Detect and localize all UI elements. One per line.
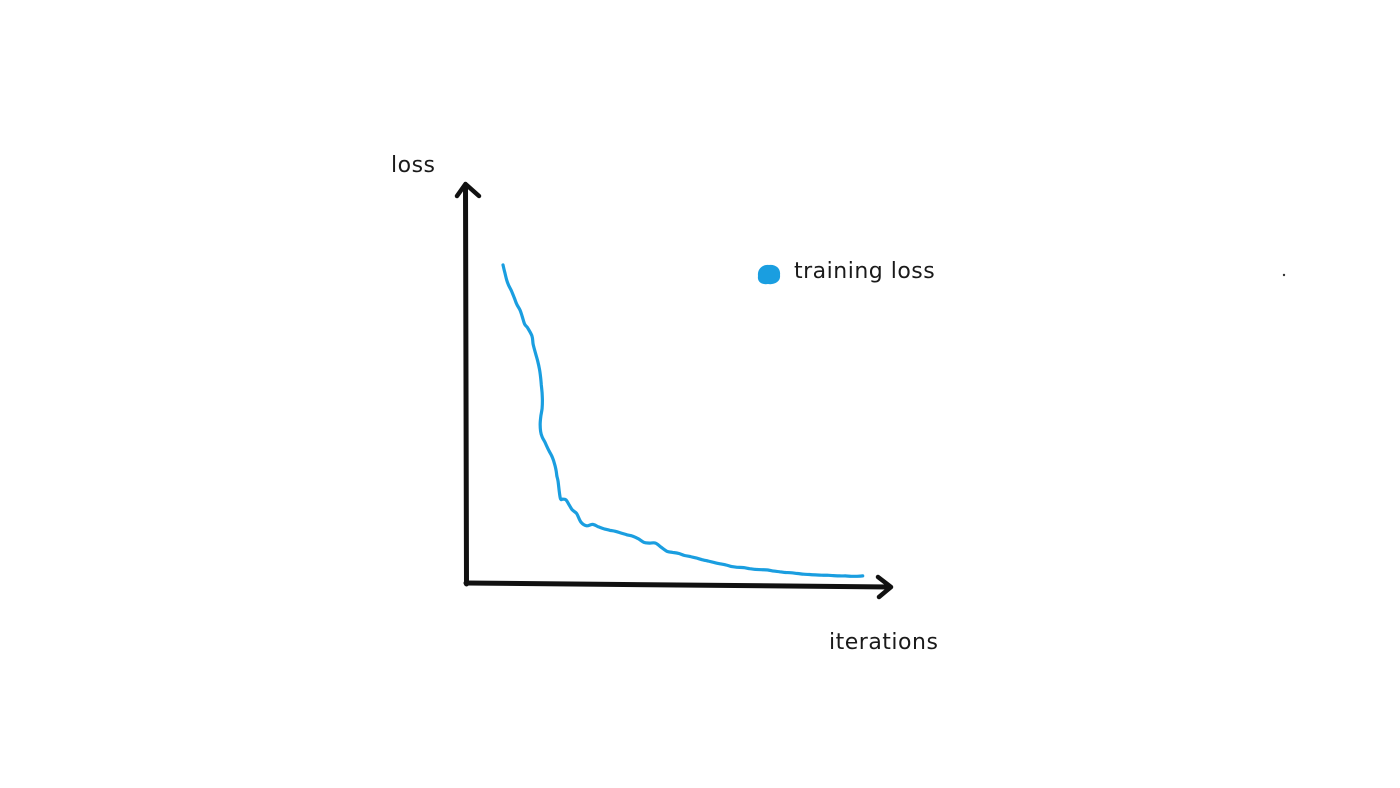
x-axis-line <box>463 580 893 590</box>
legend-label-training-loss: training loss <box>794 259 935 284</box>
y-axis-line <box>463 183 469 587</box>
y-axis-label: loss <box>391 153 436 178</box>
legend: training loss <box>757 259 935 285</box>
series-layer <box>501 263 865 578</box>
y-axis-arrowhead <box>454 181 482 199</box>
x-axis-arrowhead <box>875 574 894 600</box>
axes <box>454 181 894 600</box>
series-line-training-loss <box>501 263 865 578</box>
x-axis-label: iterations <box>829 630 938 655</box>
legend-swatch-training-loss <box>757 264 781 285</box>
stray-mark <box>1282 273 1286 277</box>
